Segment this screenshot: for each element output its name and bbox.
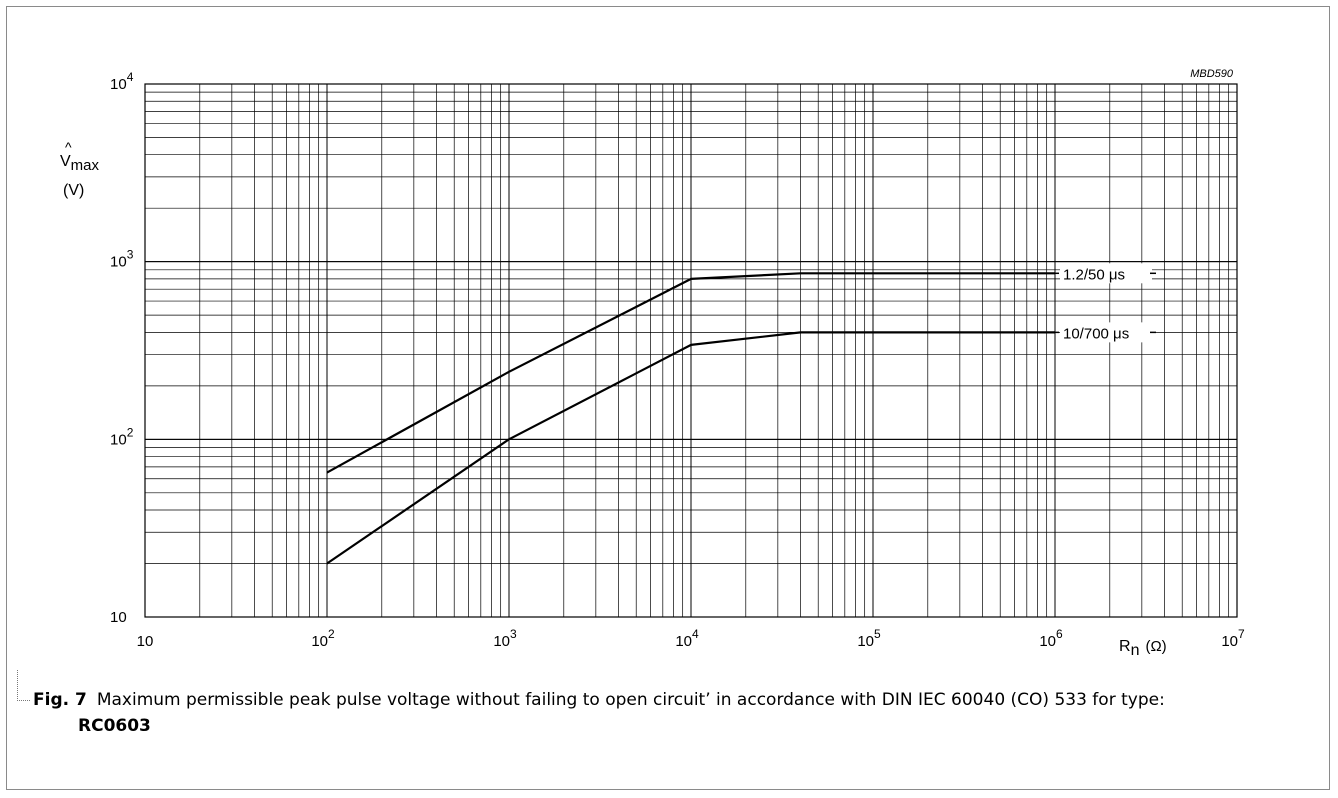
y-tick-label: 10 [110, 609, 127, 626]
series-label-1: 1.2/50 μs [1063, 266, 1125, 283]
x-tick-labels: 10 102 103 104 105 106 107 [137, 627, 1245, 650]
x-tick-label: 10 [137, 633, 154, 650]
x-tick-label: 102 [311, 627, 335, 650]
caption-bracket [17, 670, 30, 701]
y-axis-label: ^ Vmax (V) [60, 139, 100, 199]
y-tick-label: 104 [110, 70, 134, 93]
caption-label: Fig. 7 [33, 690, 87, 710]
figure-frame [6, 6, 1330, 790]
plot-border [144, 83, 1238, 618]
x-tick-label: 107 [1221, 627, 1245, 650]
series-line-1 [326, 272, 1055, 474]
y-axis-label-hat: ^ [65, 139, 72, 155]
series-label-bg-2 [1060, 322, 1152, 343]
y-axis-label-unit: (V) [63, 182, 84, 199]
y-tick-labels: 10 102 103 104 [110, 70, 134, 626]
x-tick-label: 105 [857, 627, 881, 650]
series-label-2: 10/700 μs [1063, 325, 1129, 342]
caption-type-name: RC0603 [78, 716, 151, 736]
figure-caption: Fig. 7 Maximum permissible peak pulse vol… [33, 687, 1323, 739]
y-tick-label: 102 [110, 425, 134, 448]
x-axis-label: Rn (Ω) [1119, 638, 1167, 659]
caption-text: Maximum permissible peak pulse voltage w… [96, 690, 1165, 710]
x-tick-label: 104 [675, 627, 699, 650]
y-axis-label-symbol: Vmax [60, 153, 100, 174]
series-group [326, 272, 1055, 565]
x-tick-label: 106 [1039, 627, 1063, 650]
x-tick-label: 103 [493, 627, 517, 650]
series-label-bg-1 [1060, 263, 1152, 284]
series-labels: 1.2/50 μs 10/700 μs [1055, 263, 1156, 343]
grid-major [144, 83, 1238, 618]
series-line-2 [326, 331, 1055, 565]
chart-code: MBD590 [1190, 68, 1234, 80]
y-tick-label: 103 [110, 248, 134, 271]
